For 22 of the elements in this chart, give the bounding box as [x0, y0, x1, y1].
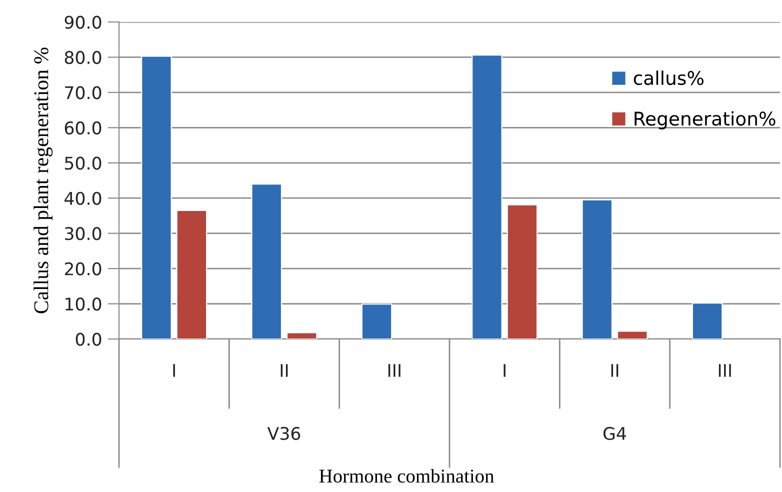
text: G4 — [603, 426, 626, 440]
x-tick-label: I — [504, 364, 506, 377]
text: V36 — [267, 426, 300, 440]
x-tick-label: II — [280, 364, 288, 377]
y-tick-label: 40.0 — [64, 192, 102, 205]
y-axis-title: Callus and plant regeneration % — [34, 48, 53, 314]
y-tick-label: 20.0 — [64, 262, 102, 276]
y-tick-label: 50.0 — [65, 156, 102, 170]
y-tick-label: 60.0 — [64, 121, 102, 135]
y-tick-label: 70.0 — [65, 86, 102, 100]
y-tick-label: 30.0 — [65, 227, 102, 240]
legend-label: Regeneration% — [634, 111, 776, 130]
x-axis-title: Hormone combination — [319, 469, 494, 483]
legend-label: callus% — [634, 70, 704, 86]
y-tick-label: 90.0 — [64, 16, 102, 29]
x-tick-label: I — [173, 364, 175, 377]
x-tick-label: II — [611, 364, 618, 377]
y-tick-label: 80.0 — [64, 50, 102, 64]
y-tick-label: 10.0 — [66, 297, 102, 311]
y-tick-label: 0.0 — [76, 332, 102, 346]
x-tick-label: III — [718, 364, 731, 377]
x-tick-label: III — [388, 364, 400, 377]
